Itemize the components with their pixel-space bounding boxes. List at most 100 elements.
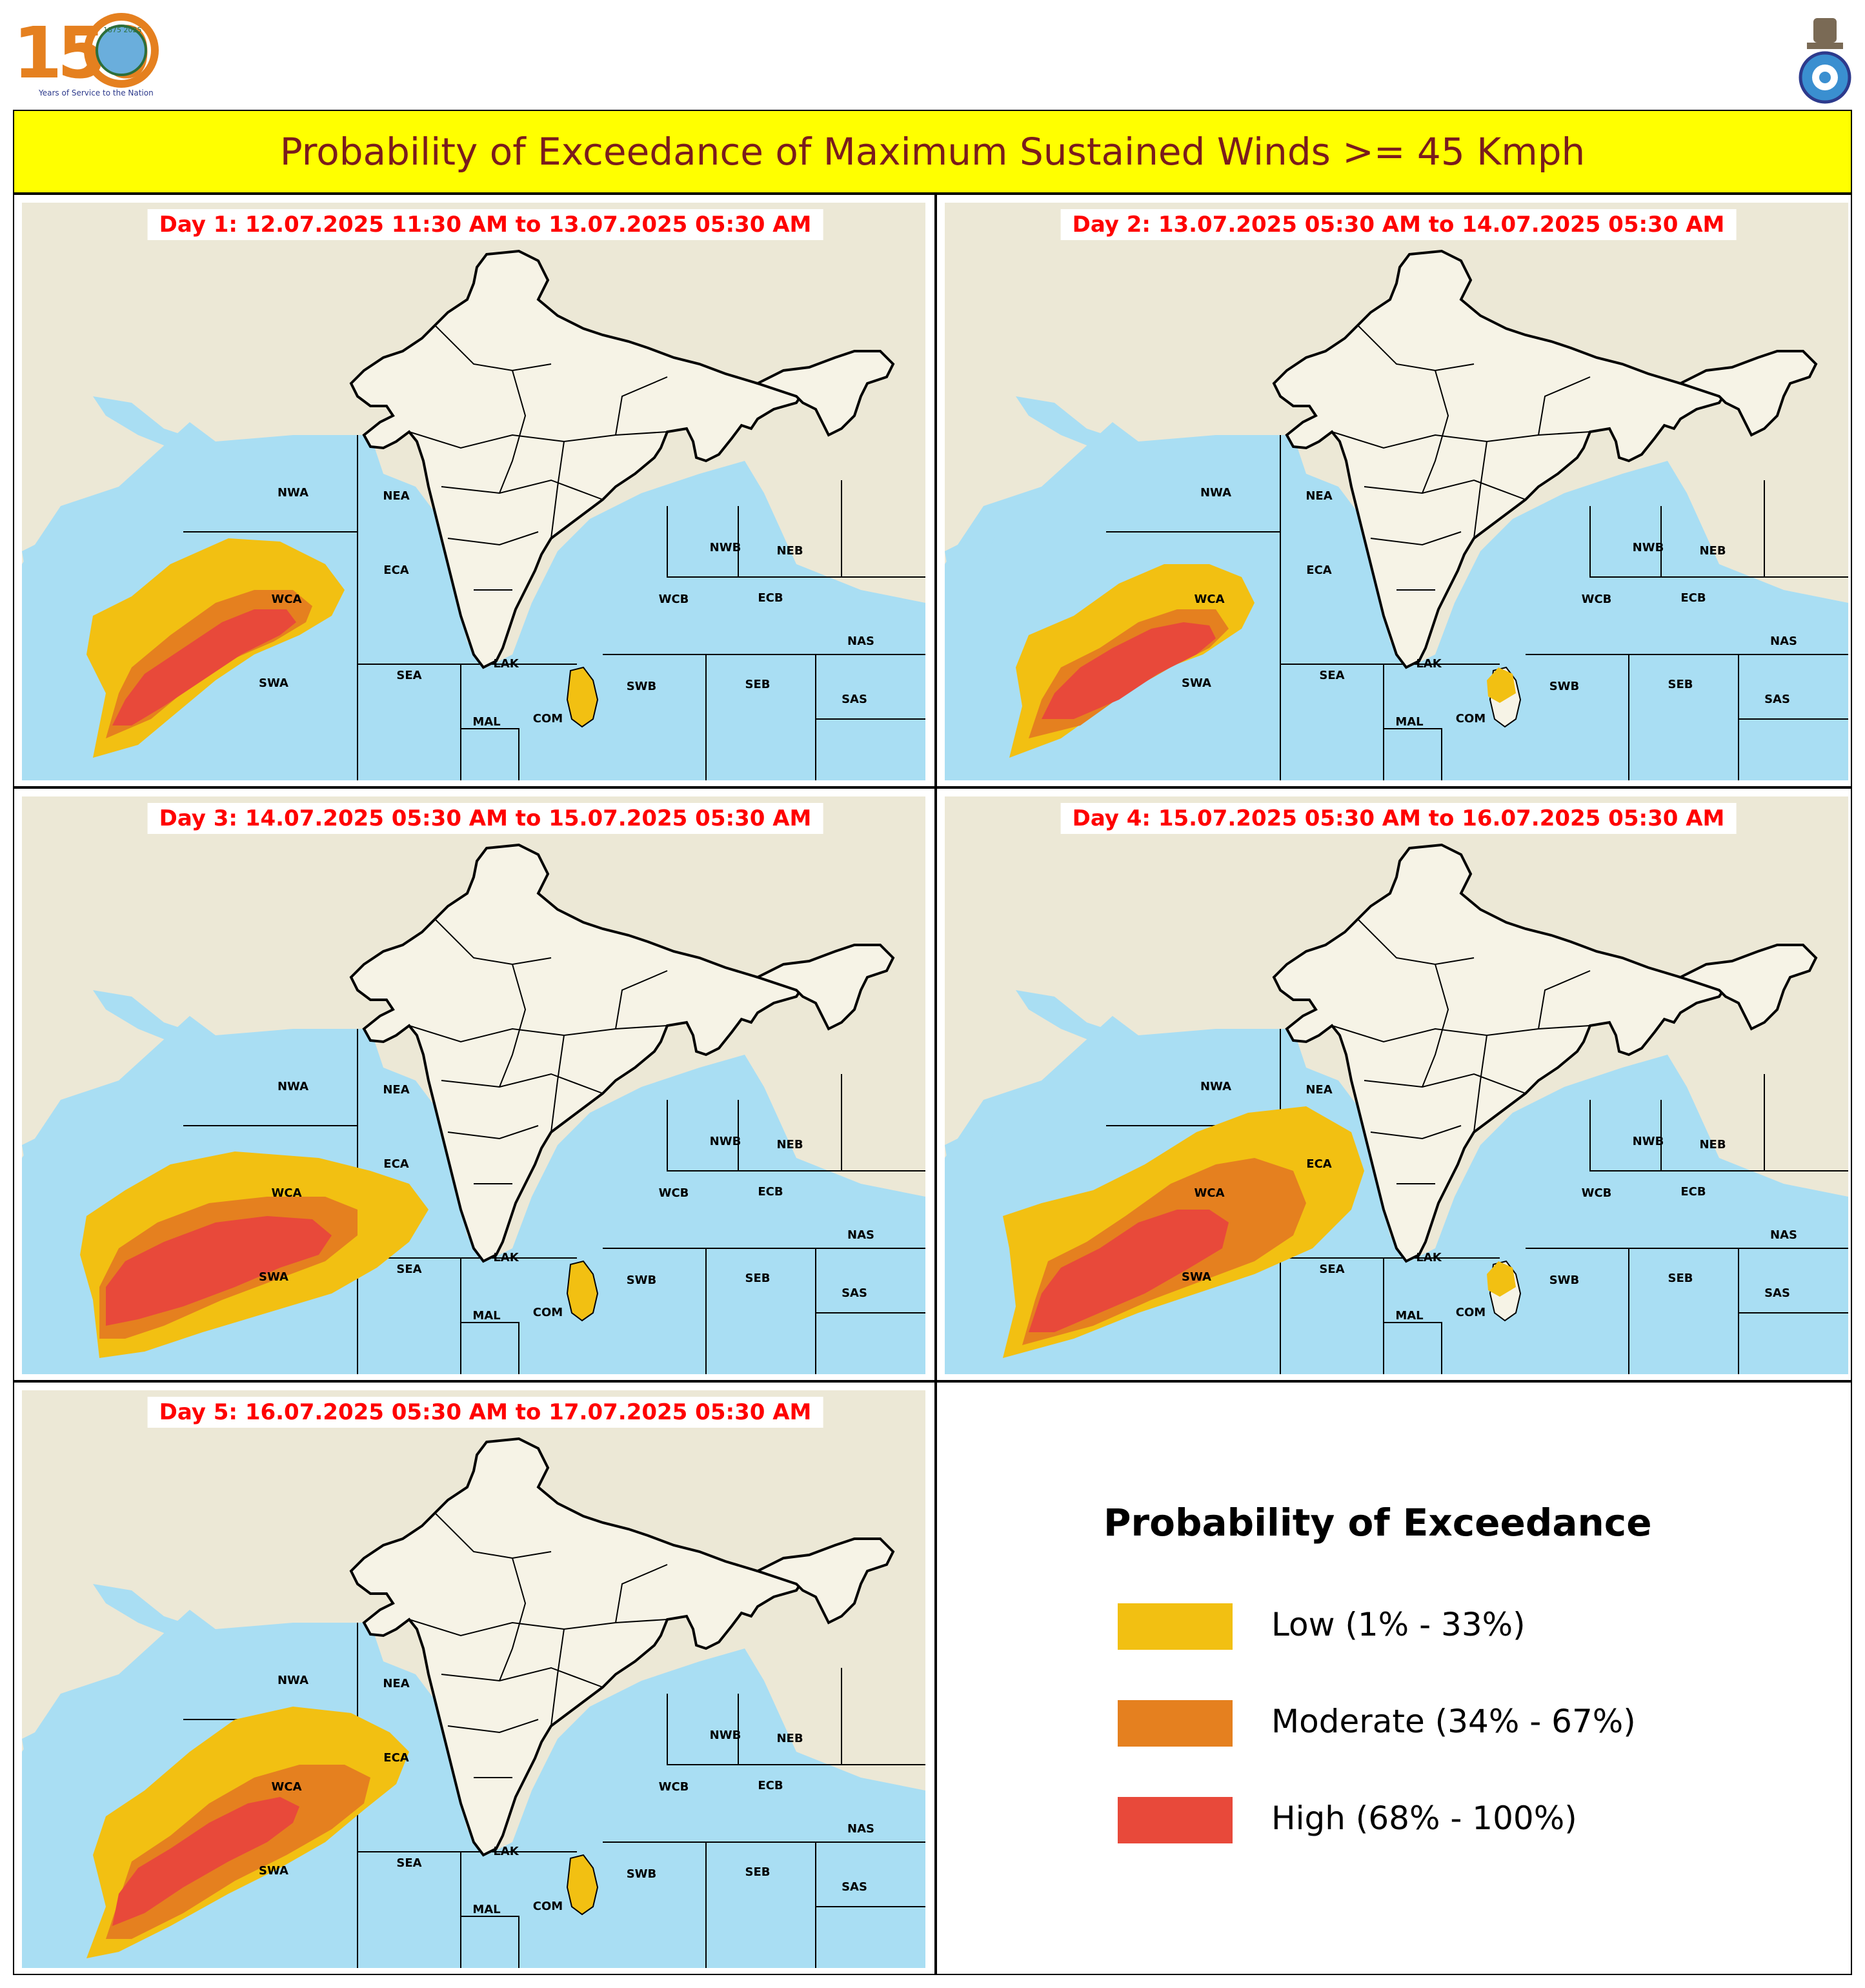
logo-caption: Years of Service to the Nation	[38, 88, 154, 97]
sea-region-label-nea: NEA	[383, 489, 409, 503]
sea-region-label-lak: LAK	[493, 657, 519, 671]
state-boundaries	[1331, 918, 1591, 1184]
sea-region-label-neb: NEB	[776, 1732, 803, 1745]
sea-region-label-wca: WCA	[1195, 1186, 1225, 1200]
sea-region-label-swa: SWA	[1182, 1270, 1211, 1284]
sea-region-label-neb: NEB	[1699, 544, 1726, 558]
sea-region-label-lak: LAK	[493, 1845, 519, 1858]
sea-region-label-lak: LAK	[1416, 657, 1442, 671]
northeast-india-outline	[1677, 350, 1818, 437]
sea-region-label-nwb: NWB	[710, 1135, 741, 1148]
national-emblem-logo	[1799, 18, 1851, 104]
state-boundaries	[408, 1512, 668, 1778]
sea-region-label-swa: SWA	[1182, 676, 1211, 690]
probability-contours	[86, 538, 345, 758]
sri-lanka	[566, 1260, 599, 1322]
gulf-of-aden	[22, 1719, 74, 1778]
probability-contours	[86, 1707, 409, 1958]
map-panel-day-2: NWA NEA ECA WCA SWA SEA LAK MAL COM NWB NEB WCB ECB S…	[936, 194, 1852, 787]
sea-region-label-seb: SEB	[745, 678, 771, 691]
probability-contours	[1009, 564, 1255, 758]
sea-region-label-com: COM	[533, 712, 563, 725]
state-boundaries	[408, 918, 668, 1184]
legend-swatch-high	[1118, 1797, 1233, 1843]
page-title: Probability of Exceedance of Maximum Sus…	[279, 130, 1586, 174]
sea-region-label-com: COM	[1456, 712, 1486, 725]
sea-region-label-eca: ECA	[383, 1157, 409, 1171]
persian-gulf	[93, 1584, 183, 1636]
sea-region-label-nwb: NWB	[710, 1729, 741, 1742]
sea-region-label-swa: SWA	[259, 676, 288, 690]
sea-region-boundaries	[183, 435, 925, 780]
northeast-india-outline	[754, 1537, 895, 1625]
state-boundaries	[408, 325, 668, 591]
sea-region-label-sas: SAS	[1764, 693, 1790, 706]
sea-region-label-mal: MAL	[472, 715, 500, 729]
probability-contours	[1003, 1106, 1364, 1358]
sea-region-label-eca: ECA	[1306, 1157, 1332, 1171]
day-label: Day 3: 14.07.2025 05:30 AM to 15.07.2025…	[147, 803, 823, 834]
sea-region-label-swb: SWB	[1549, 680, 1580, 693]
sea-region-label-swb: SWB	[627, 680, 657, 693]
legend-title: Probability of Exceedance	[1104, 1501, 1652, 1545]
sea-region-label-seb: SEB	[745, 1272, 771, 1285]
sea-region-label-mal: MAL	[1395, 1309, 1423, 1323]
sea-region-label-sas: SAS	[842, 1286, 867, 1300]
sea-region-label-nas: NAS	[1770, 1228, 1797, 1242]
sea-region-label-ecb: ECB	[1680, 1185, 1706, 1199]
high-probability-area	[112, 1797, 299, 1926]
ocean-area	[22, 422, 925, 780]
northeast-india-outline	[754, 944, 895, 1031]
sea-region-label-swb: SWB	[627, 1867, 657, 1881]
sea-region-label-wcb: WCB	[1582, 1186, 1612, 1200]
sea-region-label-swb: SWB	[1549, 1273, 1580, 1287]
sri-lanka	[566, 666, 599, 728]
sea-region-label-ecb: ECB	[1680, 591, 1706, 605]
sea-region-label-neb: NEB	[776, 544, 803, 558]
high-probability-area	[106, 1216, 332, 1326]
legend-item-moderate: Moderate (34% - 67%)	[1118, 1700, 1636, 1747]
sri-lanka-low-area	[1487, 667, 1516, 703]
map-panel-day-1: NWA NEA ECA WCA SWA SEA LAK MAL COM NWB NEB WCB ECB S…	[13, 194, 936, 787]
legend-swatch-low	[1118, 1603, 1233, 1650]
sea-region-label-sea: SEA	[396, 1263, 421, 1276]
sea-region-label-lak: LAK	[1416, 1251, 1442, 1264]
probability-map-day-3: NWA NEA ECA WCA SWA SEA LAK MAL COM NWB NEB WCB ECB S…	[22, 796, 925, 1374]
gulf-of-aden	[945, 1126, 996, 1184]
map-panel-day-5: NWA NEA ECA WCA SWA SEA LAK MAL COM NWB NEB WCB ECB S…	[13, 1381, 936, 1975]
sea-region-label-seb: SEB	[745, 1865, 771, 1879]
sea-region-label-nwb: NWB	[1633, 1135, 1664, 1148]
sea-region-label-nwb: NWB	[710, 541, 741, 554]
sea-region-label-nea: NEA	[1306, 489, 1332, 503]
sea-region-label-sas: SAS	[842, 1880, 867, 1894]
sea-region-label-wcb: WCB	[659, 593, 689, 606]
sea-region-label-nwb: NWB	[1633, 541, 1664, 554]
sea-region-label-nas: NAS	[847, 1228, 874, 1242]
sea-region-label-wca: WCA	[272, 593, 302, 606]
state-boundaries	[1331, 325, 1591, 591]
legend-panel	[936, 1381, 1852, 1975]
sea-region-label-mal: MAL	[472, 1903, 500, 1916]
sea-region-label-swa: SWA	[259, 1864, 288, 1878]
sea-region-label-nwa: NWA	[277, 1080, 308, 1093]
sea-region-label-nwa: NWA	[1200, 486, 1231, 500]
sea-region-label-ecb: ECB	[758, 1779, 783, 1792]
sea-region-label-ecb: ECB	[758, 1185, 783, 1199]
probability-map-day-1: NWA NEA ECA WCA SWA SEA LAK MAL COM NWB NEB WCB ECB S…	[22, 203, 925, 780]
sri-lanka-low-area	[1487, 1261, 1516, 1297]
sea-region-label-nas: NAS	[1770, 634, 1797, 648]
sea-region-label-wcb: WCB	[659, 1186, 689, 1200]
probability-contours	[80, 1151, 428, 1358]
sea-region-label-com: COM	[533, 1900, 563, 1913]
sea-region-label-wcb: WCB	[659, 1780, 689, 1794]
sea-region-label-nas: NAS	[847, 1822, 874, 1836]
sea-region-label-nas: NAS	[847, 634, 874, 648]
logo-years: 1875 2025	[103, 26, 142, 34]
map-panel-day-3: NWA NEA ECA WCA SWA SEA LAK MAL COM NWB NEB WCB ECB S…	[13, 787, 936, 1381]
sea-region-label-swb: SWB	[627, 1273, 657, 1287]
sea-region-boundaries	[1106, 435, 1848, 780]
sea-region-label-wca: WCA	[272, 1186, 302, 1200]
sea-region-label-ecb: ECB	[758, 591, 783, 605]
sea-region-label-nwa: NWA	[1200, 1080, 1231, 1093]
gulf-of-aden	[22, 532, 74, 590]
